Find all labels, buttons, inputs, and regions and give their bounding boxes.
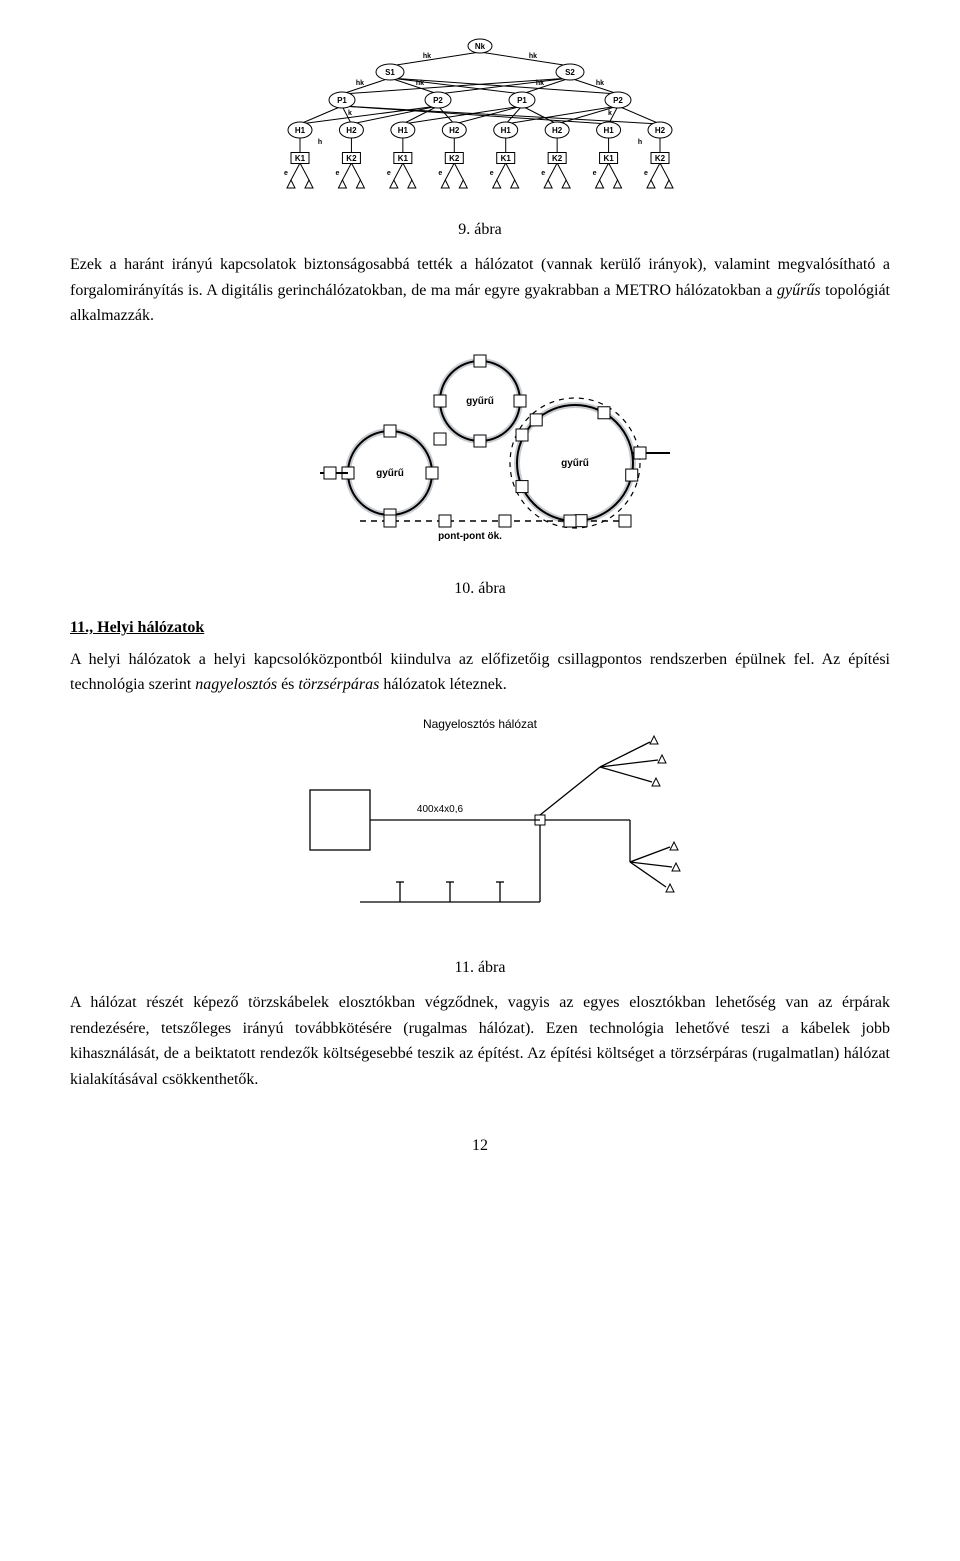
page-number: 12 bbox=[70, 1133, 890, 1159]
svg-text:k: k bbox=[348, 110, 352, 117]
figure-9-caption: 9. ábra bbox=[70, 217, 890, 243]
section-11-heading: 11., Helyi hálózatok bbox=[70, 615, 890, 641]
svg-text:S1: S1 bbox=[385, 68, 395, 77]
figure-10-rings: gyűrű gyűrű gyűrű pont-pont ök. bbox=[70, 343, 890, 562]
svg-text:e: e bbox=[490, 170, 494, 177]
svg-text:K1: K1 bbox=[398, 154, 409, 163]
svg-text:K1: K1 bbox=[295, 154, 306, 163]
svg-text:H1: H1 bbox=[295, 126, 306, 135]
svg-text:H2: H2 bbox=[346, 126, 357, 135]
svg-text:P1: P1 bbox=[337, 96, 347, 105]
paragraph-2: A helyi hálózatok a helyi kapcsolóközpon… bbox=[70, 647, 890, 698]
paragraph-1-text-a: Ezek a haránt irányú kapcsolatok biztons… bbox=[70, 256, 890, 299]
svg-text:e: e bbox=[593, 170, 597, 177]
svg-text:P2: P2 bbox=[613, 96, 623, 105]
svg-text:P1: P1 bbox=[517, 96, 527, 105]
svg-text:H1: H1 bbox=[603, 126, 614, 135]
svg-text:e: e bbox=[541, 170, 545, 177]
figure-11-diagram: Nagyelosztós hálózat 400x4x0,6 bbox=[70, 712, 890, 941]
svg-text:gyűrű: gyűrű bbox=[376, 468, 404, 479]
figure-9-tree: hkhkhkhkhkhkkkhheeeeeeeeNkS1S2P1P2P1P2H1… bbox=[70, 34, 890, 203]
svg-text:pont-pont ök.: pont-pont ök. bbox=[438, 531, 502, 542]
svg-text:hk: hk bbox=[596, 80, 604, 87]
svg-text:e: e bbox=[335, 170, 339, 177]
svg-text:e: e bbox=[387, 170, 391, 177]
svg-text:K2: K2 bbox=[346, 154, 357, 163]
svg-text:h: h bbox=[318, 139, 322, 146]
svg-text:hk: hk bbox=[423, 53, 431, 60]
svg-text:K1: K1 bbox=[501, 154, 512, 163]
svg-text:k: k bbox=[608, 110, 612, 117]
svg-text:h: h bbox=[638, 139, 642, 146]
svg-text:K2: K2 bbox=[552, 154, 563, 163]
paragraph-2-text-e: hálózatok léteznek. bbox=[379, 676, 507, 693]
svg-text:H2: H2 bbox=[552, 126, 563, 135]
svg-text:S2: S2 bbox=[565, 68, 575, 77]
svg-text:H2: H2 bbox=[655, 126, 666, 135]
svg-text:H1: H1 bbox=[501, 126, 512, 135]
svg-text:K2: K2 bbox=[449, 154, 460, 163]
svg-text:H2: H2 bbox=[449, 126, 460, 135]
paragraph-3: A hálózat részét képező törzskábelek elo… bbox=[70, 990, 890, 1092]
svg-text:H1: H1 bbox=[398, 126, 409, 135]
paragraph-2-italic-b: nagyelosztós bbox=[195, 676, 277, 693]
paragraph-2-italic-d: törzsérpáras bbox=[298, 676, 379, 693]
svg-text:e: e bbox=[438, 170, 442, 177]
svg-text:gyűrű: gyűrű bbox=[466, 396, 494, 407]
paragraph-1-italic-b: gyűrűs bbox=[777, 282, 821, 299]
svg-text:K2: K2 bbox=[655, 154, 666, 163]
svg-text:400x4x0,6: 400x4x0,6 bbox=[417, 804, 464, 815]
figure-10-caption: 10. ábra bbox=[70, 576, 890, 602]
svg-text:Nk: Nk bbox=[475, 42, 486, 51]
svg-text:K1: K1 bbox=[603, 154, 614, 163]
svg-text:hk: hk bbox=[356, 80, 364, 87]
paragraph-1: Ezek a haránt irányú kapcsolatok biztons… bbox=[70, 252, 890, 329]
svg-text:P2: P2 bbox=[433, 96, 443, 105]
svg-text:gyűrű: gyűrű bbox=[561, 458, 589, 469]
svg-text:Nagyelosztós hálózat: Nagyelosztós hálózat bbox=[423, 717, 538, 731]
svg-text:e: e bbox=[284, 170, 288, 177]
svg-text:hk: hk bbox=[529, 53, 537, 60]
svg-text:e: e bbox=[644, 170, 648, 177]
figure-11-caption: 11. ábra bbox=[70, 955, 890, 981]
paragraph-2-text-c: és bbox=[277, 676, 298, 693]
